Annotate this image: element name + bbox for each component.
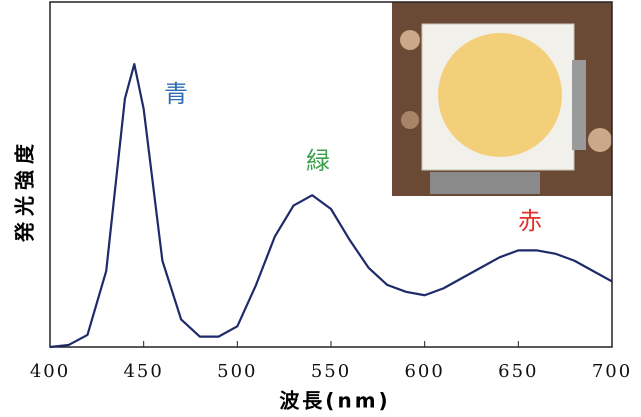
x-tick-label: 700 xyxy=(592,361,632,382)
led-photo xyxy=(392,2,612,196)
x-axis-label: 波長(nm) xyxy=(279,389,390,413)
x-tick-label: 550 xyxy=(311,361,351,382)
x-tick-label: 400 xyxy=(30,361,70,382)
peak-annotation: 青 xyxy=(164,80,188,108)
x-tick-label: 650 xyxy=(498,361,538,382)
peak-annotation: 緑 xyxy=(306,147,330,175)
x-tick-label: 500 xyxy=(217,361,257,382)
y-axis-label: 発光強度 xyxy=(13,138,37,243)
x-tick-label: 600 xyxy=(404,361,444,382)
x-tick-label: 450 xyxy=(123,361,163,382)
chart: 波長(nm) 発光強度 400 450 500 550 600 650 700 青緑赤 xyxy=(0,0,641,417)
peak-annotation: 赤 xyxy=(518,207,542,235)
